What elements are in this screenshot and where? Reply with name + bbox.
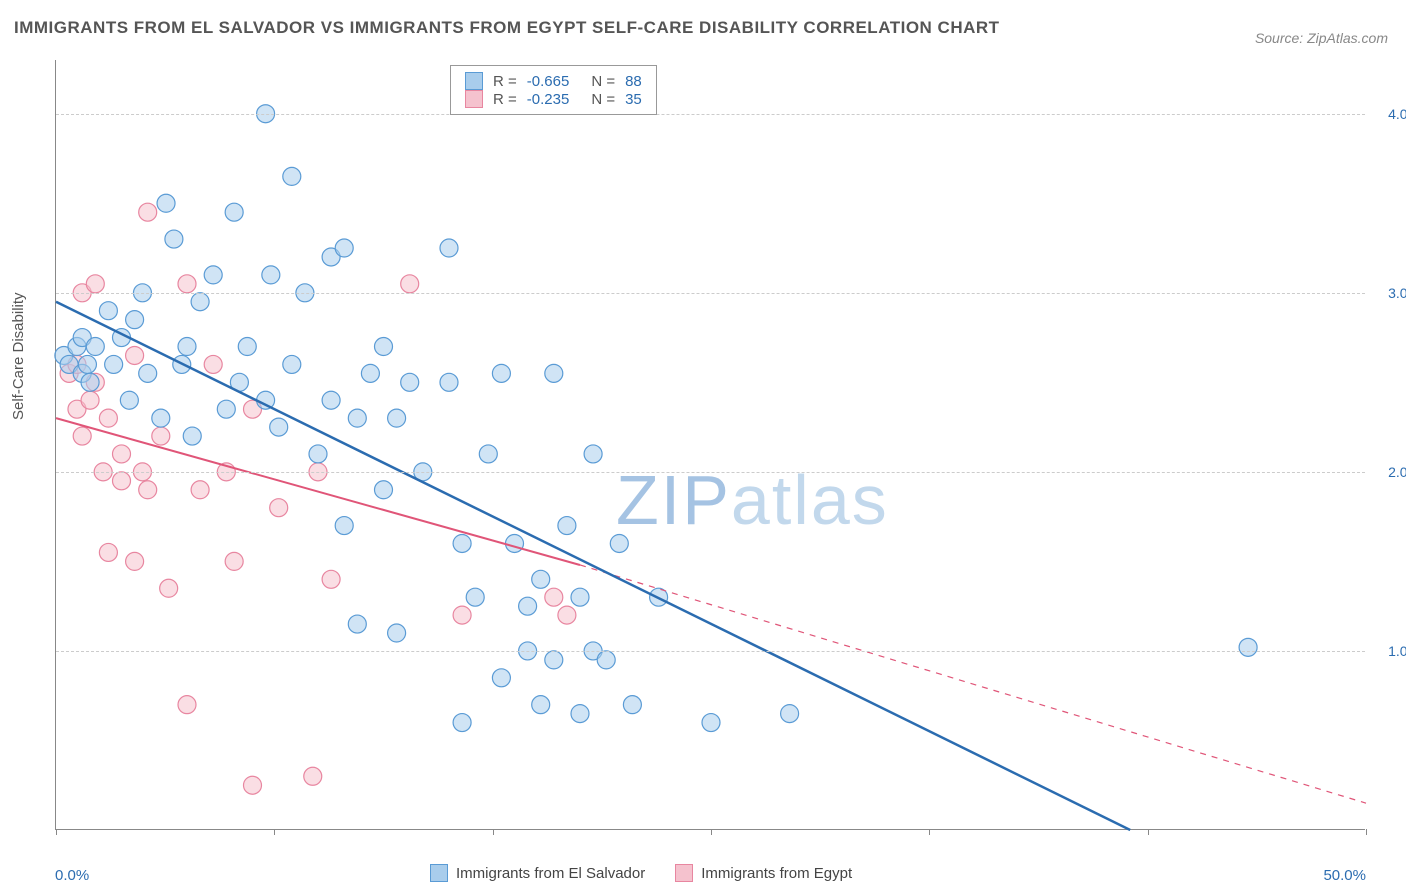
x-tick — [711, 829, 712, 835]
x-tick — [274, 829, 275, 835]
x-tick — [929, 829, 930, 835]
legend-row-series2: R = -0.235 N = 35 — [465, 90, 642, 108]
x-axis-min: 0.0% — [55, 867, 89, 884]
x-axis-max: 50.0% — [1323, 867, 1366, 884]
legend-label-egypt: Immigrants from Egypt — [701, 865, 852, 882]
x-tick — [56, 829, 57, 835]
swatch-el-salvador — [465, 72, 483, 90]
n-value-2: 35 — [625, 91, 642, 108]
r-label-2: R = — [493, 91, 517, 108]
legend-row-series1: R = -0.665 N = 88 — [465, 72, 642, 90]
gridline — [56, 472, 1365, 473]
x-tick — [1366, 829, 1367, 835]
swatch-el-salvador-bottom — [430, 864, 448, 882]
x-tick — [493, 829, 494, 835]
x-tick — [1148, 829, 1149, 835]
y-tick-label: 3.0% — [1388, 285, 1406, 301]
y-tick-label: 1.0% — [1388, 643, 1406, 659]
r-value-2: -0.235 — [527, 91, 570, 108]
chart-root: IMMIGRANTS FROM EL SALVADOR VS IMMIGRANT… — [0, 0, 1406, 892]
n-label-2: N = — [591, 91, 615, 108]
legend-item-egypt: Immigrants from Egypt — [675, 864, 852, 882]
n-label-1: N = — [591, 73, 615, 90]
gridline — [56, 651, 1365, 652]
chart-title: IMMIGRANTS FROM EL SALVADOR VS IMMIGRANT… — [14, 18, 1000, 38]
r-value-1: -0.665 — [527, 73, 570, 90]
r-label-1: R = — [493, 73, 517, 90]
y-tick-label: 2.0% — [1388, 464, 1406, 480]
correlation-legend: R = -0.665 N = 88 R = -0.235 N = 35 — [450, 65, 657, 115]
legend-label-el-salvador: Immigrants from El Salvador — [456, 865, 645, 882]
scatter-svg — [56, 60, 1365, 829]
gridline — [56, 293, 1365, 294]
gridline — [56, 114, 1365, 115]
plot-area: ZIPatlas 1.0%2.0%3.0%4.0% — [55, 60, 1365, 830]
series-legend: Immigrants from El Salvador Immigrants f… — [430, 864, 852, 882]
source-attribution: Source: ZipAtlas.com — [1255, 30, 1388, 46]
swatch-egypt — [465, 90, 483, 108]
y-axis-title: Self-Care Disability — [10, 292, 27, 420]
legend-item-el-salvador: Immigrants from El Salvador — [430, 864, 645, 882]
swatch-egypt-bottom — [675, 864, 693, 882]
y-tick-label: 4.0% — [1388, 106, 1406, 122]
n-value-1: 88 — [625, 73, 642, 90]
